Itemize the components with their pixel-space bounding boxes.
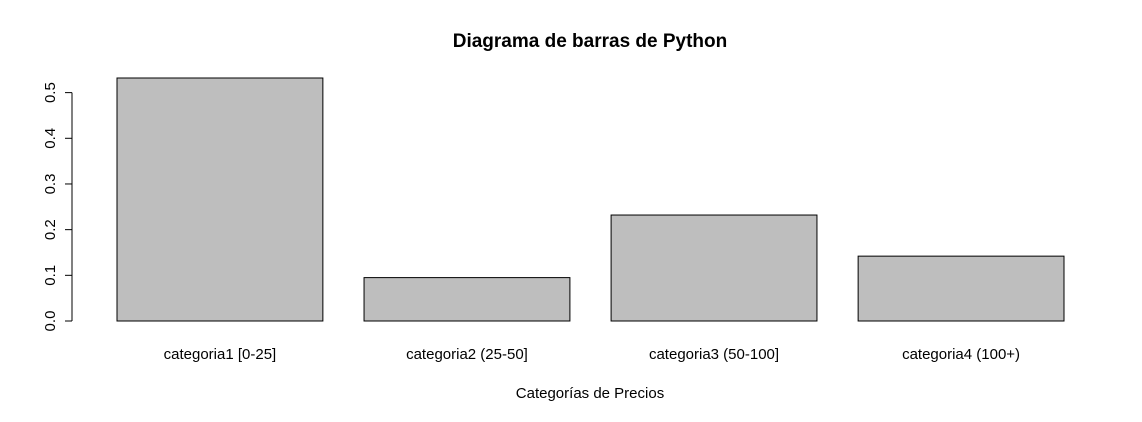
x-axis-tick-labels: categoria1 [0-25] categoria2 (25-50] categ… [164,346,1020,363]
bar-4 [857,255,1065,322]
x-tick-label-1: categoria1 [0-25] [164,346,277,363]
y-axis: 0.0 0.1 0.2 0.3 0.4 0.5 [42,82,73,332]
bar-2 [363,277,571,322]
x-axis-label: Categorías de Precios [516,385,664,402]
y-tick-label-4: 0.4 [42,128,59,149]
bar-1 [116,77,324,322]
bar-3 [610,214,818,322]
y-tick-label-0: 0.0 [42,311,59,332]
y-tick-label-3: 0.3 [42,174,59,195]
x-tick-label-4: categoria4 (100+) [902,346,1020,363]
x-tick-label-3: categoria3 (50-100] [649,346,779,363]
y-tick-label-2: 0.2 [42,219,59,240]
y-tick-label-5: 0.5 [42,82,59,103]
chart-title: Diagrama de barras de Python [453,31,728,52]
x-tick-label-2: categoria2 (25-50] [406,346,528,363]
bars-group [116,77,1065,322]
y-tick-label-1: 0.1 [42,265,59,286]
